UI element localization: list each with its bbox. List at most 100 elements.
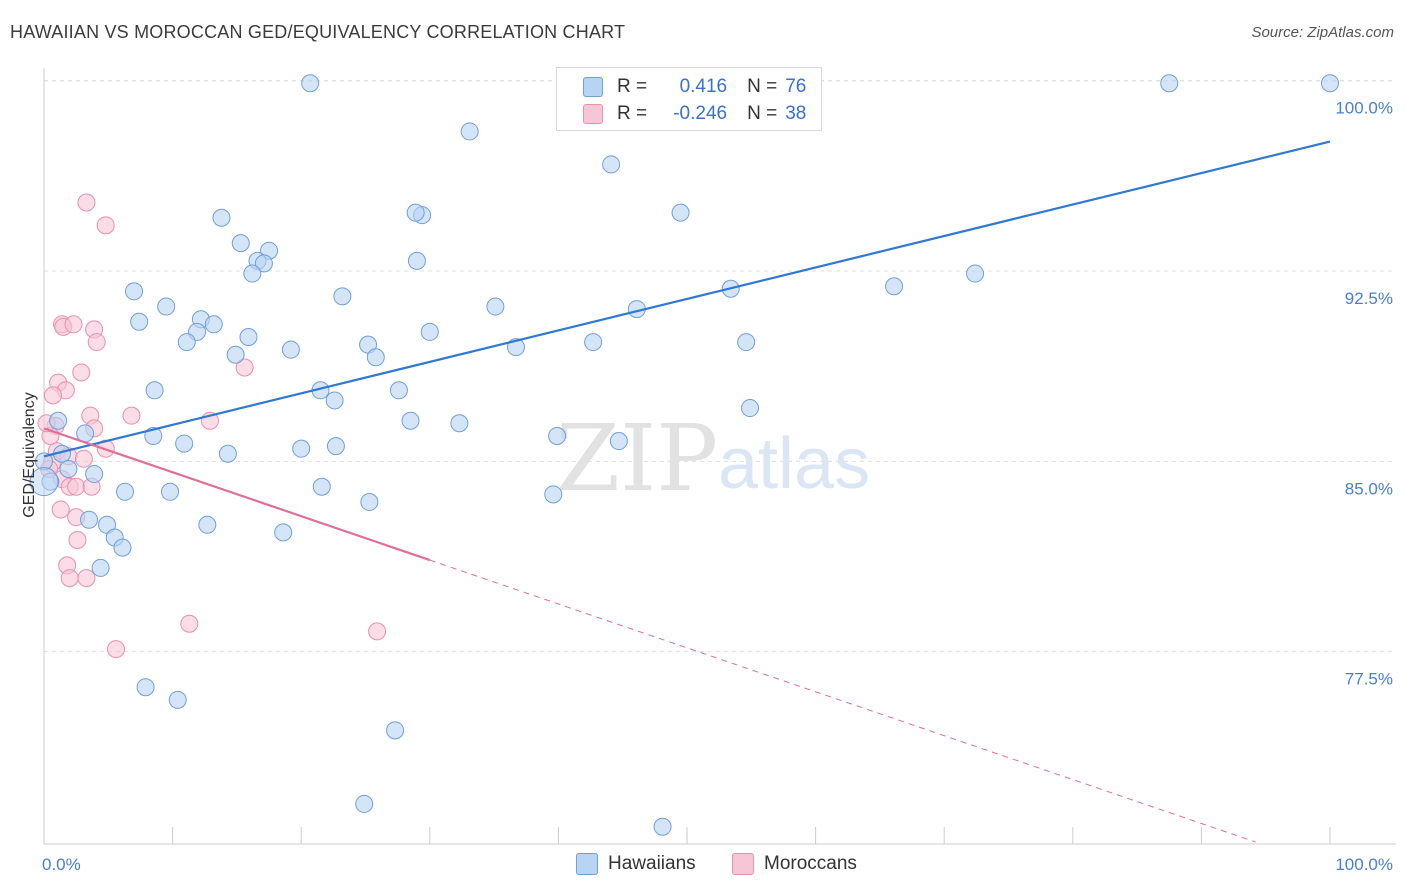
hawaiian-point [292, 439, 311, 458]
hawaiian-point [85, 465, 104, 484]
hawaiian-point [1321, 74, 1339, 93]
hawaiian-point [355, 794, 374, 813]
moroccans-swatch [583, 104, 603, 124]
hawaiian-point [168, 690, 187, 709]
moroccan-point [64, 315, 83, 334]
hawaiian-point [326, 437, 345, 456]
hawaiians-r-value: 0.416 [679, 76, 728, 97]
x-tick-label-min: 0.0% [42, 855, 81, 874]
hawaiian-point [218, 444, 237, 463]
trend-lines [43, 140, 1331, 843]
chart-title: HAWAIIAN VS MOROCCAN GED/EQUIVALENCY COR… [10, 22, 626, 42]
moroccan-point [96, 216, 115, 235]
hawaiian-point [136, 678, 155, 697]
hawaiian-point [671, 203, 690, 222]
hawaiian-point [125, 282, 144, 301]
hawaiian-point [177, 333, 196, 352]
moroccan-point [60, 569, 79, 588]
hawaiian-point [239, 327, 258, 346]
hawaiian-point [243, 264, 262, 283]
hawaiian-point [161, 482, 180, 501]
hawaiian-point [175, 434, 194, 453]
hawaiian-point [460, 122, 479, 141]
hawaiian-point [145, 381, 164, 400]
hawaiian-point [653, 817, 672, 836]
moroccan-point [68, 531, 87, 550]
hawaiian-point [59, 459, 78, 478]
moroccans-n-value: 38 [785, 103, 807, 124]
hawaiian-point [741, 399, 760, 418]
hawaiian-point [226, 345, 245, 364]
hawaiian-point [584, 333, 603, 352]
moroccans-legend-swatch [732, 853, 754, 875]
moroccans-trend-line [43, 427, 431, 562]
hawaiian-point [1160, 74, 1179, 93]
moroccan-point [77, 193, 96, 212]
hawaiian-point [204, 315, 223, 334]
moroccans-trend-extension [429, 559, 1256, 843]
hawaiians-points [29, 71, 1339, 836]
tick-labels: 77.5% 85.0% 92.5% 100.0% 0.0% 100.0% GED/Equiv… [21, 99, 1393, 874]
moroccan-point [122, 406, 141, 425]
hawaiian-point [312, 477, 331, 496]
source-credit: Source: ZipAtlas.com [1251, 24, 1394, 41]
hawaiian-point [80, 510, 99, 529]
hawaiian-point [360, 492, 379, 511]
moroccan-point [107, 640, 126, 659]
hawaiian-point [49, 411, 68, 430]
y-tick-label: 85.0% [1345, 479, 1393, 498]
hawaiians-r-label: R = [617, 76, 648, 97]
moroccan-point [72, 363, 91, 382]
hawaiian-point [91, 558, 110, 577]
moroccans-n-label: N = [747, 103, 778, 124]
moroccans-legend-label: Moroccans [764, 853, 857, 874]
hawaiian-point [144, 426, 163, 445]
y-tick-label: 92.5% [1345, 289, 1393, 308]
hawaiian-point [548, 426, 567, 445]
hawaiian-point [737, 333, 756, 352]
hawaiians-legend-label: Hawaiians [608, 853, 696, 874]
hawaiian-point [325, 391, 344, 410]
hawaiians-swatch [583, 77, 603, 97]
watermark-zip: ZIP [556, 405, 718, 512]
hawaiian-point [113, 538, 132, 557]
hawaiian-point [486, 297, 505, 316]
hawaiians-n-label: N = [747, 76, 778, 97]
moroccans-r-label: R = [617, 103, 648, 124]
hawaiian-point-cluster [29, 467, 59, 497]
hawaiian-point [966, 264, 985, 283]
hawaiian-point [602, 155, 621, 174]
moroccan-point [180, 614, 199, 633]
moroccan-point [44, 386, 63, 405]
watermark: ZIP atlas [556, 405, 870, 512]
moroccans-r-value: -0.246 [673, 103, 728, 124]
moroccan-point [87, 333, 106, 352]
hawaiian-point [389, 381, 408, 400]
y-tick-label: 77.5% [1345, 670, 1393, 689]
hawaiian-point [281, 340, 300, 359]
bottom-legend-moroccans[interactable]: Moroccans [732, 852, 857, 876]
watermark-atlas: atlas [718, 424, 870, 504]
legend-row-hawaiians: R = 0.416 N = 76 [583, 76, 806, 98]
legend-row-moroccans: R = -0.246 N = 38 [583, 103, 806, 125]
hawaiian-point [885, 277, 904, 296]
hawaiian-point [157, 297, 176, 316]
hawaiian-point [420, 322, 439, 341]
bottom-legend-hawaiians[interactable]: Hawaiians [576, 852, 696, 876]
hawaiians-legend-swatch [576, 853, 598, 875]
hawaiian-point [333, 287, 352, 306]
hawaiian-point [401, 411, 420, 430]
hawaiian-point [231, 234, 250, 253]
x-tick-label-max: 100.0% [1335, 855, 1393, 874]
moroccan-point [67, 477, 86, 496]
hawaiian-point [450, 414, 469, 433]
hawaiian-point [544, 485, 563, 504]
hawaiian-point [407, 251, 426, 270]
moroccan-point [51, 500, 70, 519]
hawaiian-point [116, 482, 135, 501]
y-tick-label: 100.0% [1335, 99, 1393, 118]
hawaiian-point [254, 254, 273, 273]
hawaiians-n-value: 76 [785, 76, 807, 97]
hawaiian-point [609, 432, 628, 451]
